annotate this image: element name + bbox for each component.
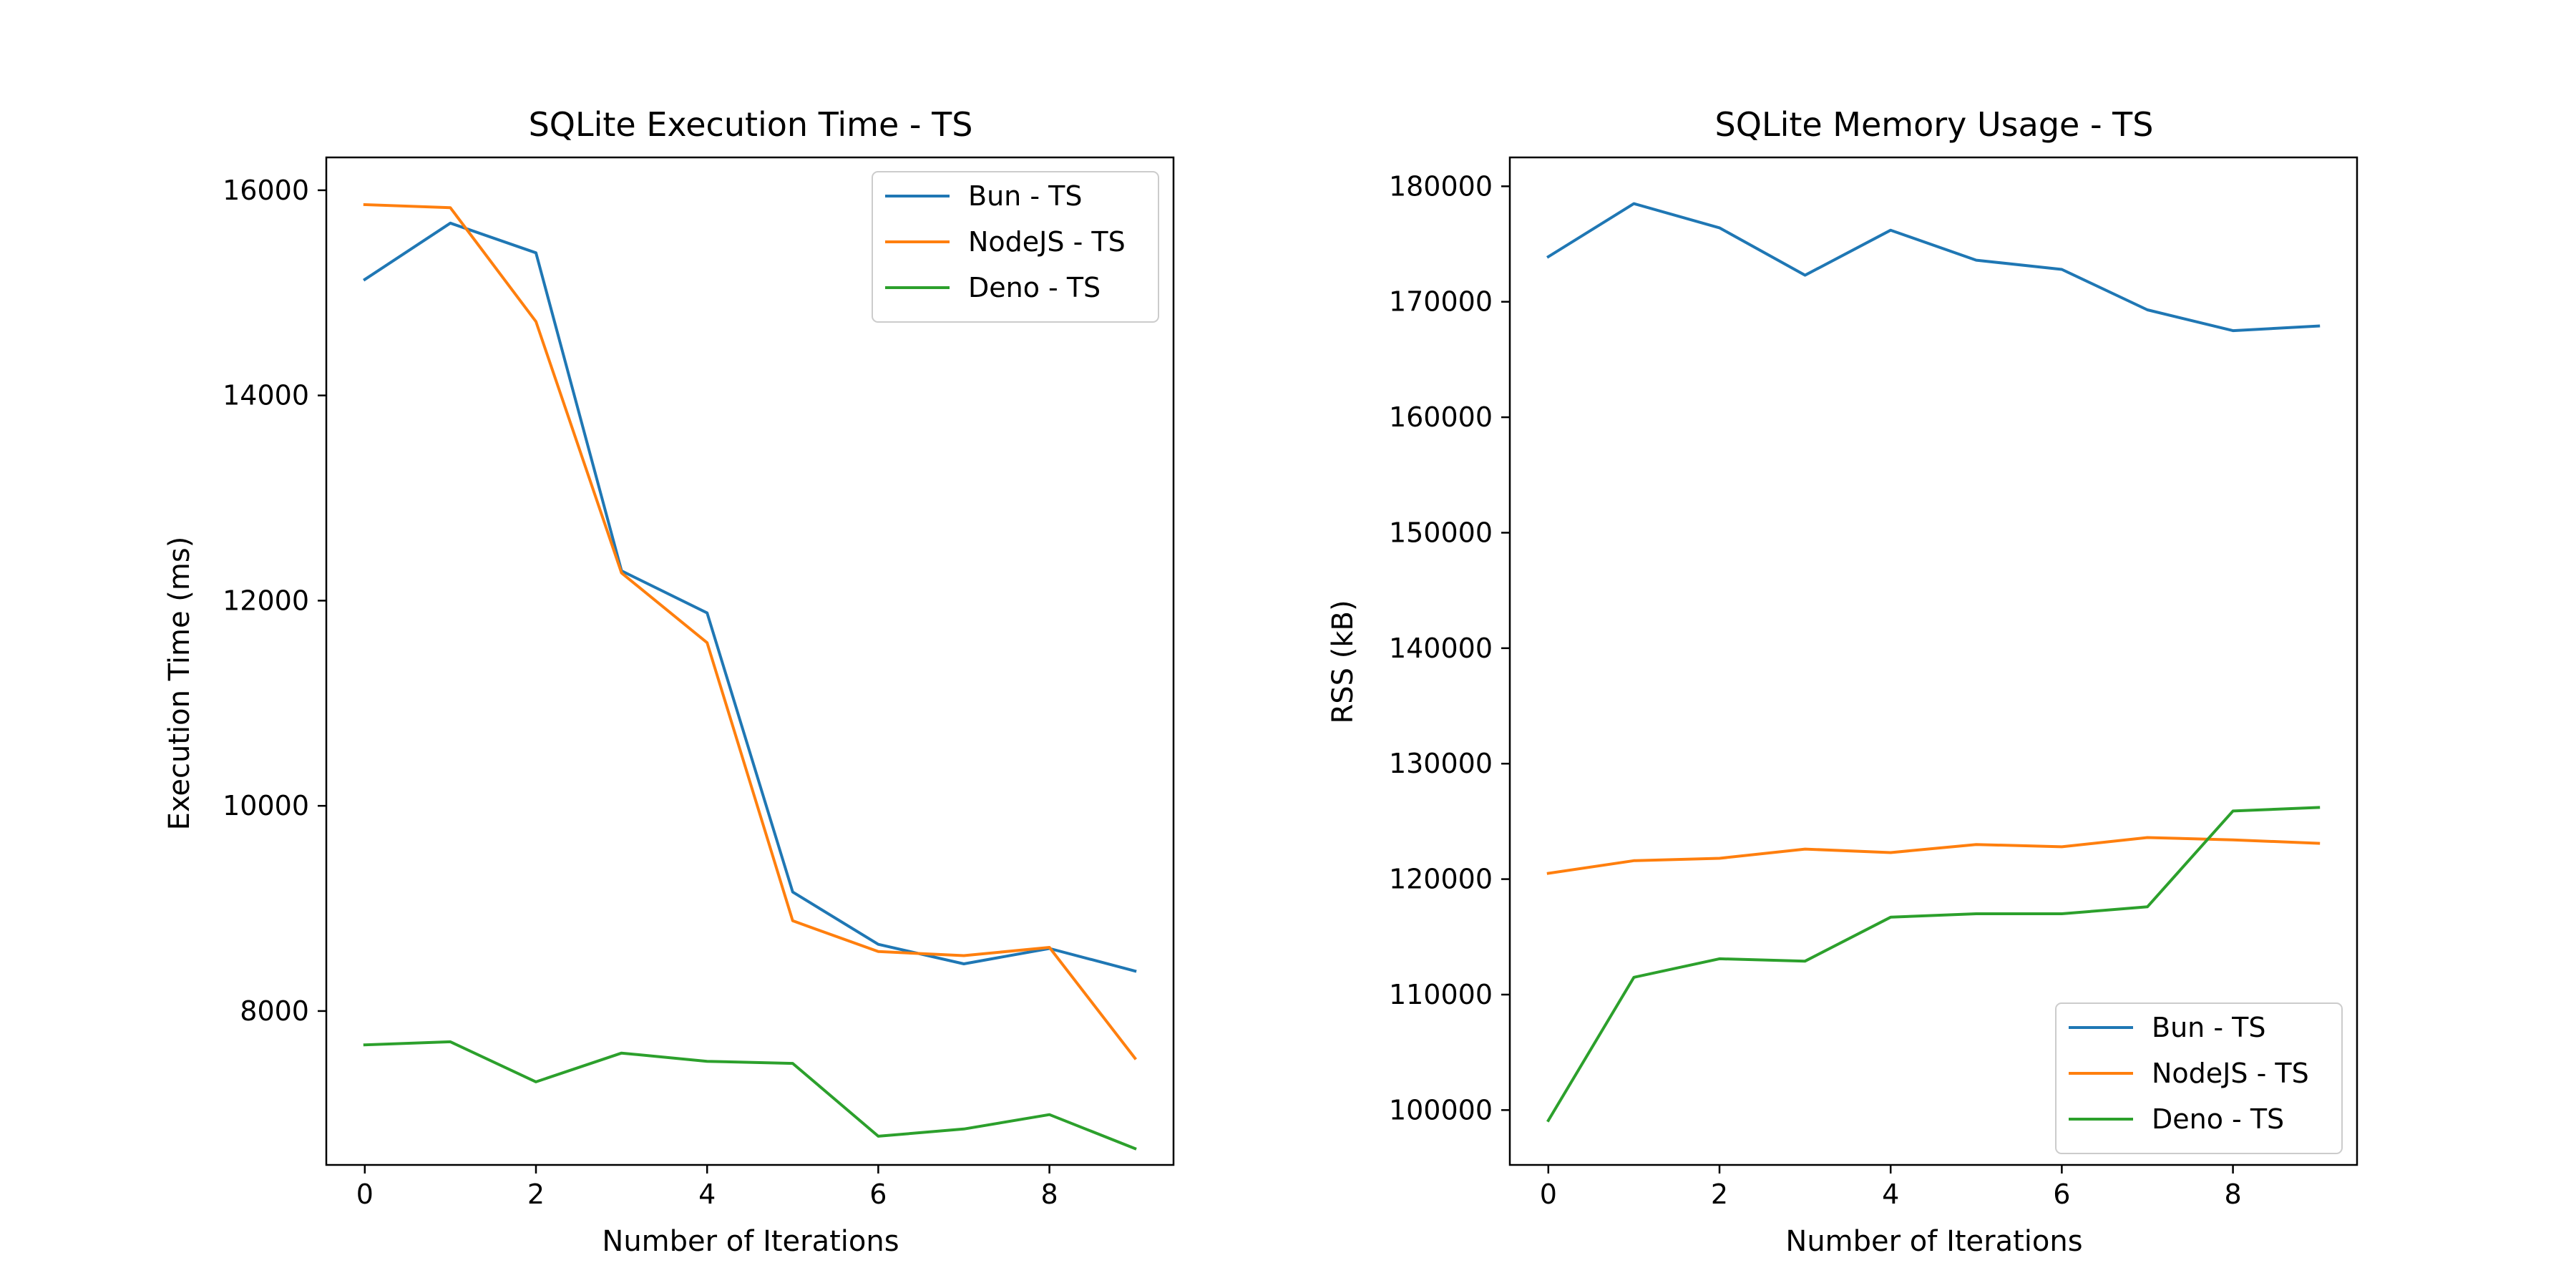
y-tick-label: 14000 (223, 380, 309, 411)
memory-usage-chart: SQLite Memory Usage - TS Number of Itera… (1327, 105, 2358, 1258)
chart-title: SQLite Memory Usage - TS (1715, 105, 2154, 144)
plot-frame (1508, 156, 2358, 1166)
x-tick-label: 0 (356, 1179, 374, 1210)
y-tick-label: 170000 (1389, 286, 1493, 318)
series-line-nodejs-ts (363, 203, 1138, 1060)
y-tick-label: 120000 (1389, 864, 1493, 895)
x-axis-label: Number of Iterations (1785, 1225, 2082, 1258)
y-tick-label: 130000 (1389, 748, 1493, 779)
x-tick-label: 6 (2053, 1179, 2070, 1210)
legend-label-nodejs-ts: NodeJS - TS (968, 226, 1126, 258)
legend: Bun - TS NodeJS - TS Deno - TS (2055, 1002, 2343, 1154)
y-tick-label: 180000 (1389, 170, 1493, 202)
legend-box (2055, 1002, 2343, 1154)
x-tick-label: 2 (527, 1179, 545, 1210)
execution-time-chart: SQLite Execution Time - TS Number of Ite… (163, 105, 1175, 1258)
y-tick-label: 10000 (223, 790, 309, 821)
y-tick-label: 16000 (223, 175, 309, 206)
y-tick-label: 8000 (240, 995, 309, 1027)
chart-title: SQLite Execution Time - TS (529, 105, 973, 144)
x-tick-label: 4 (698, 1179, 716, 1210)
x-tick-label: 2 (1711, 1179, 1728, 1210)
y-tick-label: 100000 (1389, 1094, 1493, 1126)
series-line-deno-ts (1546, 806, 2321, 1123)
series-lines (363, 203, 1138, 1151)
axis-ticks: 0 2 4 6 8 8000 10000 12000 14000 16000 (223, 175, 1058, 1210)
axis-ticks: 0 2 4 6 8 100000 110000 120000 130000 140000 15000… (1389, 170, 2242, 1210)
legend-box (872, 171, 1159, 323)
y-axis-label: RSS (kB) (1327, 600, 1360, 723)
plot-frame (325, 156, 1175, 1166)
x-tick-label: 4 (1882, 1179, 1899, 1210)
x-tick-label: 8 (2224, 1179, 2241, 1210)
y-axis-label: Execution Time (ms) (163, 537, 196, 831)
y-tick-label: 150000 (1389, 517, 1493, 548)
series-line-deno-ts (363, 1040, 1137, 1151)
legend: Bun - TS NodeJS - TS Deno - TS (872, 171, 1159, 323)
legend-label-bun-ts: Bun - TS (968, 180, 1082, 212)
y-tick-label: 12000 (223, 585, 309, 616)
series-line-bun-ts (363, 221, 1137, 973)
series-line-nodejs-ts (1546, 836, 2321, 875)
series-lines (1546, 202, 2321, 1123)
legend-label-deno-ts: Deno - TS (2152, 1103, 2284, 1135)
series-line-bun-ts (1546, 202, 2321, 333)
legend-label-nodejs-ts: NodeJS - TS (2152, 1058, 2309, 1089)
x-axis-label: Number of Iterations (602, 1225, 899, 1258)
x-tick-label: 8 (1040, 1179, 1058, 1210)
x-tick-label: 6 (869, 1179, 887, 1210)
x-tick-label: 0 (1540, 1179, 1557, 1210)
y-tick-label: 110000 (1389, 979, 1493, 1010)
y-tick-label: 140000 (1389, 633, 1493, 664)
legend-label-bun-ts: Bun - TS (2152, 1012, 2265, 1043)
legend-label-deno-ts: Deno - TS (968, 272, 1101, 303)
y-tick-label: 160000 (1389, 401, 1493, 433)
